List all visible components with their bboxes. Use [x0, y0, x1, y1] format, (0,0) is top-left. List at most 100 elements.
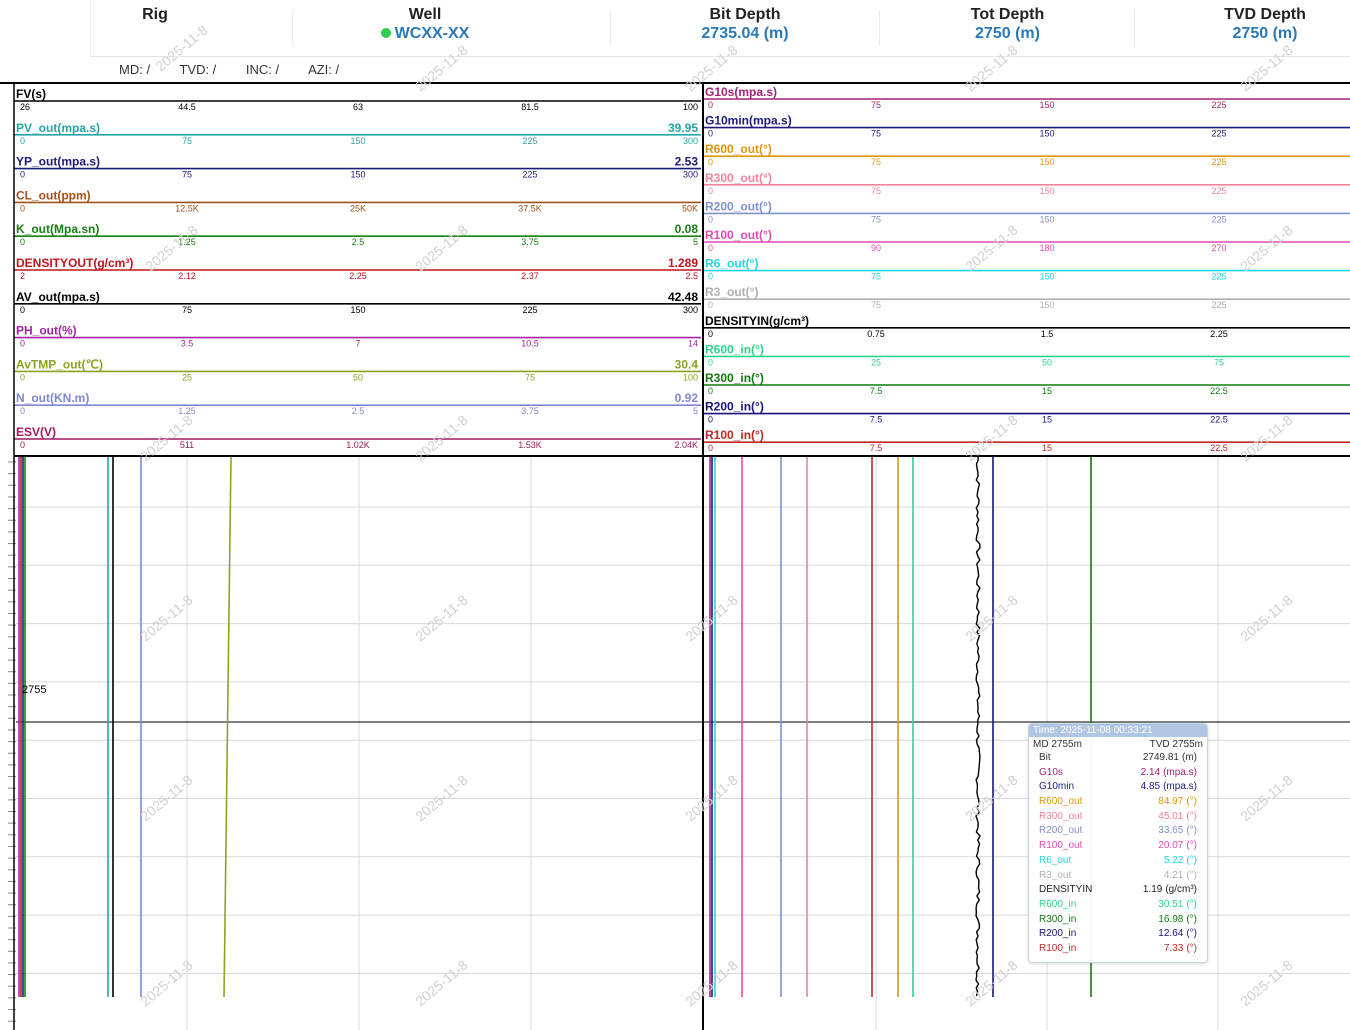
tooltip-rows: Bit 2749.81 (m) G10s 2.14 (mpa.s) G10min 4.85 (m…	[1029, 751, 1207, 957]
right-track-name[interactable]: R3_out(°)	[705, 285, 758, 299]
left-track-name[interactable]: FV(s)	[16, 87, 46, 101]
bit-depth-label: Bit Depth	[709, 6, 781, 23]
tooltip-row: R100_in 7.33 (°)	[1029, 942, 1207, 957]
right-track-tick: 22.5	[1210, 415, 1228, 425]
azi-readout: AZI: /	[308, 62, 340, 77]
right-track-tick: 75	[871, 300, 881, 310]
left-track-tick: 225	[522, 136, 537, 146]
right-track-tick: 2.25	[1210, 329, 1228, 339]
tooltip-row-value: 84.97 (°)	[1158, 796, 1197, 808]
right-track-name[interactable]: R600_out(°)	[705, 142, 772, 156]
right-track-tick: 0	[708, 415, 713, 425]
left-track-tick: 2.5	[352, 406, 365, 416]
left-track-name[interactable]: AvTMP_out(℃)	[16, 357, 103, 371]
right-track-name[interactable]: R300_in(°)	[705, 371, 764, 385]
right-track-name[interactable]: G10min(mpa.s)	[705, 114, 792, 128]
left-track-tick: 511	[180, 440, 194, 450]
left-track-tick: 50	[353, 372, 363, 382]
left-track-tick: 3.75	[521, 406, 539, 416]
tooltip-row-value: 45.01 (°)	[1158, 810, 1197, 822]
right-track-name[interactable]: G10s(mpa.s)	[705, 85, 777, 99]
left-track-name[interactable]: PH_out(%)	[16, 324, 77, 338]
depth-label: 2755	[22, 684, 46, 696]
left-track-name[interactable]: K_out(Mpa.sn)	[16, 222, 99, 236]
right-track-name[interactable]: R6_out(°)	[705, 257, 758, 271]
left-track-name[interactable]: ESV(V)	[16, 425, 56, 439]
tooltip-row: Bit 2749.81 (m)	[1029, 751, 1207, 766]
right-track-tick: 0	[708, 186, 713, 196]
right-track-name[interactable]: R300_out(°)	[705, 171, 772, 185]
tooltip-row-unit: (°)	[1186, 869, 1197, 881]
tooltip-row-unit: (g/cm³)	[1165, 884, 1197, 896]
right-track-tick: 7.5	[870, 386, 883, 396]
left-track-name[interactable]: AV_out(mpa.s)	[16, 290, 100, 304]
left-track-name[interactable]: DENSITYOUT(g/cm³)	[16, 256, 133, 270]
right-track-tick: 225	[1211, 100, 1226, 110]
left-track-tick: 81.5	[521, 102, 539, 112]
tooltip-row-unit: (°)	[1186, 810, 1197, 822]
tooltip-row: R600_out 84.97 (°)	[1029, 795, 1207, 810]
md-readout: MD: /	[119, 62, 151, 77]
right-track-tick: 0	[708, 443, 713, 453]
left-track-tick: 14	[688, 339, 698, 349]
left-track-tick: 75	[182, 136, 192, 146]
tooltip-row-value: 20.07 (°)	[1158, 840, 1197, 852]
left-track-tick: 75	[525, 372, 535, 382]
tooltip-row: R100_out 20.07 (°)	[1029, 839, 1207, 854]
right-track-name[interactable]: R200_in(°)	[705, 400, 764, 414]
tooltip-row-value: 1.19 (g/cm³)	[1142, 884, 1197, 896]
left-track-tick: 10.5	[521, 339, 539, 349]
left-track-tick: 0	[20, 203, 25, 213]
left-track-name[interactable]: YP_out(mpa.s)	[16, 155, 100, 169]
tooltip-row-name: R6_out	[1039, 854, 1072, 866]
left-track-tick: 2.04K	[674, 440, 698, 450]
tooltip-row: R6_out 5.22 (°)	[1029, 854, 1207, 869]
left-track-value: 30.4	[675, 357, 699, 371]
right-track-tick: 75	[871, 214, 881, 224]
curve-trace-densityin	[975, 455, 981, 997]
right-track-tick: 22.5	[1210, 386, 1228, 396]
right-track-name[interactable]: DENSITYIN(g/cm³)	[705, 314, 809, 328]
left-track-tick: 2	[20, 271, 25, 281]
left-track-tick: 0	[20, 339, 25, 349]
right-track-name[interactable]: R100_out(°)	[705, 228, 772, 242]
right-track-tick: 25	[871, 357, 881, 367]
right-track-tick: 225	[1211, 157, 1226, 167]
left-track-tick: 0	[20, 170, 25, 180]
left-track-tick: 2.12	[178, 271, 196, 281]
left-track-tick: 0	[20, 136, 25, 146]
right-track-name[interactable]: R200_out(°)	[705, 199, 772, 213]
tooltip-row: R200_out 33.65 (°)	[1029, 824, 1207, 839]
well-value[interactable]: WCXX-XX	[350, 25, 500, 43]
tooltip-row-name: R300_out	[1039, 810, 1083, 822]
right-track-tick: 90	[871, 243, 881, 253]
tooltip-row-unit: (m)	[1182, 752, 1197, 763]
left-track-name[interactable]: N_out(KN.m)	[16, 391, 89, 405]
rig-column: Rig	[125, 6, 185, 24]
tooltip-row-name: G10min	[1039, 781, 1075, 793]
left-track-tick: 1.02K	[346, 440, 370, 450]
tooltip-row-name: R100_out	[1039, 840, 1083, 852]
right-track-name[interactable]: R600_in(°)	[705, 342, 764, 356]
tooltip-row-value: 2749.81 (m)	[1142, 752, 1197, 763]
tooltip-row-value: 2.14 (mpa.s)	[1140, 766, 1197, 778]
tooltip-row: DENSITYIN 1.19 (g/cm³)	[1029, 883, 1207, 898]
right-track-tick: 75	[871, 272, 881, 282]
right-track-tick: 150	[1039, 272, 1054, 282]
left-track-tick: 225	[522, 170, 537, 180]
tvd-depth-column: TVD Depth 2750 (m)	[1205, 6, 1325, 43]
tooltip-row-name: Bit	[1039, 752, 1051, 763]
left-track-tick: 300	[683, 170, 698, 180]
tooltip-row: R300_out 45.01 (°)	[1029, 810, 1207, 825]
left-track-tick: 300	[683, 305, 698, 315]
left-track-name[interactable]: PV_out(mpa.s)	[16, 121, 100, 135]
left-track-name[interactable]: CL_out(ppm)	[16, 188, 91, 202]
data-tooltip: Time: 2025-11-08 00:33:21 MD 2755m TVD 2…	[1028, 723, 1208, 963]
left-track-value: 1.289	[668, 256, 698, 270]
right-track-name[interactable]: R100_in(°)	[705, 428, 764, 442]
left-track-tick: 100	[683, 372, 698, 382]
left-track-tick: 7	[355, 339, 360, 349]
left-track-tick: 75	[182, 170, 192, 180]
right-track-tick: 225	[1211, 214, 1226, 224]
left-track-tick: 44.5	[178, 102, 196, 112]
